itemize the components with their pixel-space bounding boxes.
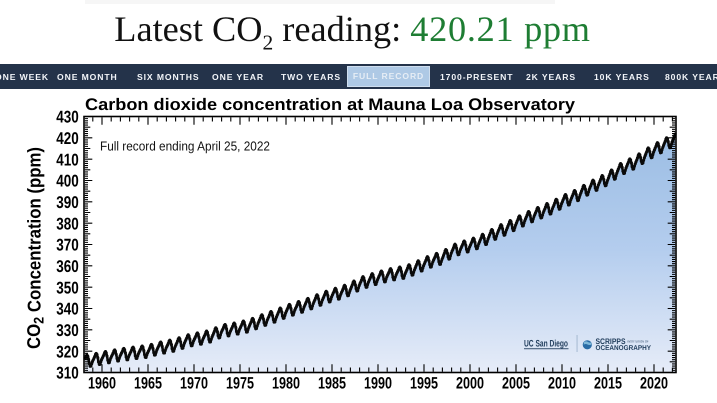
svg-text:320: 320 <box>56 342 79 361</box>
svg-text:390: 390 <box>56 193 79 212</box>
svg-text:380: 380 <box>56 214 79 233</box>
svg-text:1970: 1970 <box>180 375 208 393</box>
svg-text:2015: 2015 <box>594 375 622 393</box>
svg-text:2010: 2010 <box>548 375 576 393</box>
svg-text:1965: 1965 <box>134 375 162 393</box>
svg-text:1985: 1985 <box>318 375 346 393</box>
svg-text:420: 420 <box>56 129 79 148</box>
svg-text:UC San Diego: UC San Diego <box>524 339 568 350</box>
svg-text:360: 360 <box>56 257 79 276</box>
svg-text:1975: 1975 <box>226 375 254 393</box>
svg-text:2005: 2005 <box>502 375 530 393</box>
svg-text:340: 340 <box>56 300 79 319</box>
svg-text:OCEANOGRAPHY: OCEANOGRAPHY <box>596 345 652 352</box>
svg-text:370: 370 <box>56 236 79 255</box>
svg-text:1960: 1960 <box>88 375 116 393</box>
svg-text:CO2 Concentration (ppm): CO2 Concentration (ppm) <box>23 147 47 349</box>
svg-text:INSTITUTION OF: INSTITUTION OF <box>628 340 649 344</box>
svg-text:SCRIPPS: SCRIPPS <box>596 337 627 346</box>
svg-text:430: 430 <box>56 108 79 127</box>
svg-text:310: 310 <box>56 364 79 383</box>
svg-text:1995: 1995 <box>410 375 438 393</box>
svg-text:2020: 2020 <box>640 375 668 393</box>
svg-text:2000: 2000 <box>456 375 484 393</box>
svg-text:330: 330 <box>56 321 79 340</box>
svg-text:350: 350 <box>56 278 79 297</box>
svg-text:Full record ending April 25, 2: Full record ending April 25, 2022 <box>100 139 270 154</box>
svg-text:Carbon dioxide concentration a: Carbon dioxide concentration at Mauna Lo… <box>85 96 576 114</box>
svg-text:1980: 1980 <box>272 375 300 393</box>
svg-text:1990: 1990 <box>364 375 392 393</box>
svg-text:400: 400 <box>56 172 79 191</box>
svg-text:410: 410 <box>56 150 79 169</box>
